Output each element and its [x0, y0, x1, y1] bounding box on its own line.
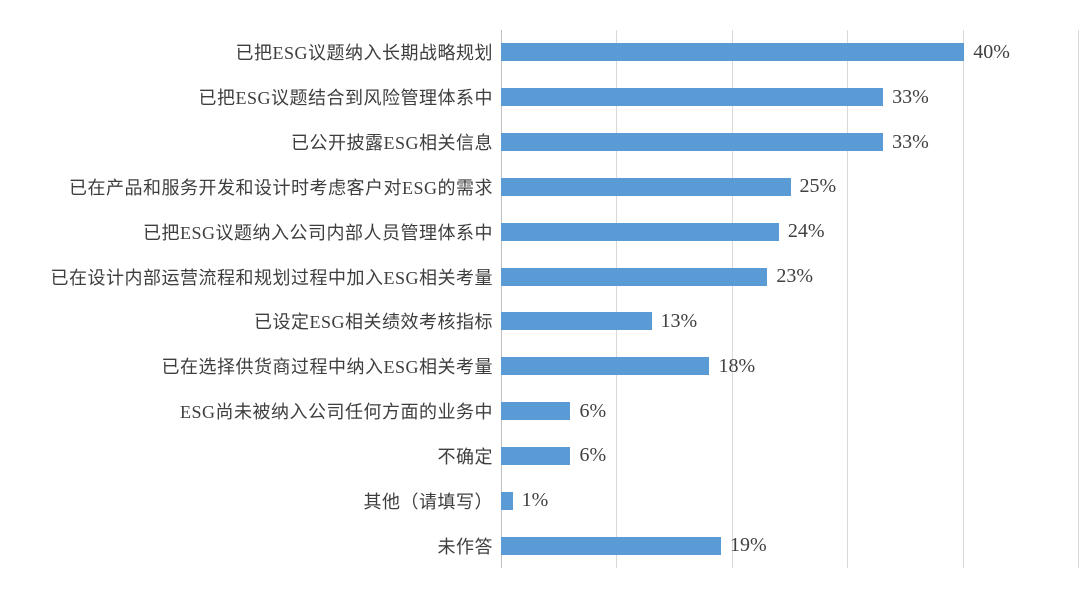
bar: [501, 402, 571, 421]
category-label: 已在产品和服务开发和设计时考虑客户对ESG的需求: [68, 177, 493, 198]
bar-row: 已设定ESG相关绩效考核指标 13%: [0, 299, 1080, 344]
category-label: 已把ESG议题结合到风险管理体系中: [198, 88, 493, 109]
bar-zone: 25%: [501, 164, 1080, 209]
bar-row: 其他（请填写） 1%: [0, 478, 1080, 523]
bar-zone: 6%: [501, 433, 1080, 478]
category-label: 已在选择供货商过程中纳入ESG相关考量: [161, 357, 493, 378]
bar-zone: 13%: [501, 299, 1080, 344]
y-axis-line: [501, 30, 502, 568]
bar: [501, 446, 571, 465]
gridline: [731, 30, 733, 568]
gridline: [962, 30, 964, 568]
value-label: 13%: [660, 309, 698, 332]
bar-row: 已在产品和服务开发和设计时考虑客户对ESG的需求 25%: [0, 164, 1080, 209]
bar: [501, 267, 768, 286]
value-label: 40%: [973, 40, 1010, 63]
category-label: ESG尚未被纳入公司任何方面的业务中: [179, 402, 493, 423]
bar-zone: 18%: [501, 344, 1080, 389]
bar-row: 不确定 6%: [0, 433, 1080, 478]
bar-zone: 1%: [501, 478, 1080, 523]
value-label: 33%: [892, 130, 929, 153]
bar: [501, 312, 652, 331]
value-label: 19%: [730, 534, 767, 557]
bar-row: 已在设计内部运营流程和规划过程中加入ESG相关考量 23%: [0, 254, 1080, 299]
bar-row: 已把ESG议题纳入公司内部人员管理体系中 24%: [0, 209, 1080, 254]
bar-row: 已公开披露ESG相关信息 33%: [0, 120, 1080, 165]
bar: [501, 88, 884, 107]
bar-row: 未作答 19%: [0, 523, 1080, 568]
value-label: 23%: [776, 265, 813, 288]
category-label: 未作答: [437, 536, 493, 557]
value-label: 18%: [718, 354, 756, 377]
category-label: 已在设计内部运营流程和规划过程中加入ESG相关考量: [50, 267, 493, 288]
bar: [501, 177, 791, 196]
value-label: 1%: [521, 489, 549, 512]
value-label: 25%: [799, 175, 837, 198]
category-label: 其他（请填写）: [363, 491, 493, 512]
bar: [501, 43, 965, 62]
value-label: 6%: [579, 399, 607, 422]
bar-zone: 40%: [501, 30, 1080, 75]
bar-row: ESG尚未被纳入公司任何方面的业务中 6%: [0, 389, 1080, 434]
chart-rows: 已把ESG议题纳入长期战略规划 40% 已把ESG议题结合到风险管理体系中 33…: [0, 30, 1080, 568]
category-label: 已公开披露ESG相关信息: [290, 133, 493, 154]
category-label: 已把ESG议题纳入长期战略规划: [235, 43, 493, 64]
bar-zone: 19%: [501, 523, 1080, 568]
plot-area: [501, 30, 1079, 568]
bar-row: 已把ESG议题纳入长期战略规划 40%: [0, 30, 1080, 75]
bar: [501, 133, 884, 152]
value-label: 24%: [787, 220, 825, 243]
category-label: 不确定: [437, 446, 493, 467]
gridline: [847, 30, 849, 568]
gridline: [616, 30, 618, 568]
bar: [501, 491, 513, 510]
bar-zone: 23%: [501, 254, 1080, 299]
bar-zone: 33%: [501, 120, 1080, 165]
bar-zone: 24%: [501, 209, 1080, 254]
gridline: [1078, 30, 1079, 568]
bar: [501, 536, 722, 555]
value-label: 6%: [579, 444, 607, 467]
value-label: 33%: [892, 85, 929, 108]
bar-zone: 33%: [501, 75, 1080, 120]
bar-row: 已在选择供货商过程中纳入ESG相关考量 18%: [0, 344, 1080, 389]
bar-zone: 6%: [501, 389, 1080, 434]
bar-row: 已把ESG议题结合到风险管理体系中 33%: [0, 75, 1080, 120]
category-label: 已设定ESG相关绩效考核指标: [253, 312, 493, 333]
bar: [501, 357, 710, 376]
category-label: 已把ESG议题纳入公司内部人员管理体系中: [142, 222, 493, 243]
bar: [501, 222, 779, 241]
